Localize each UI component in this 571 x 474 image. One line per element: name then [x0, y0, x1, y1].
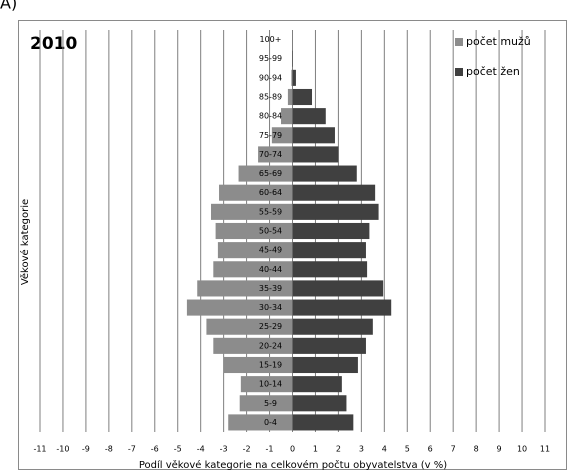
y-tick-label: 95-99	[259, 54, 282, 63]
legend-label: počet mužů	[466, 35, 531, 48]
bar	[292, 222, 370, 240]
x-axis-label: Podíl věkové kategorie na celkovém počtu…	[139, 459, 447, 471]
x-tick-label: 10	[517, 445, 527, 454]
y-tick-label: 0-4	[264, 418, 277, 427]
x-tick-label: -1	[266, 445, 274, 454]
x-tick-label: -9	[82, 445, 90, 454]
bar	[292, 88, 313, 106]
bar	[292, 395, 347, 412]
x-tick-label: 9	[497, 445, 502, 454]
bar	[292, 127, 335, 144]
y-axis-label: Věkové kategorie	[19, 199, 31, 285]
bar	[238, 165, 293, 182]
bar	[219, 184, 293, 201]
chart-title: 2010	[30, 34, 77, 54]
y-tick-label: 70-74	[259, 150, 282, 159]
x-tick-label: -4	[197, 445, 205, 454]
bar	[292, 242, 366, 259]
bar	[292, 356, 358, 374]
legend-swatch	[455, 38, 463, 46]
y-tick-label: 55-59	[259, 207, 282, 216]
x-tick-label: 1	[313, 445, 318, 454]
x-tick-label: 0	[290, 445, 295, 454]
bar	[292, 69, 296, 86]
bar	[186, 299, 293, 316]
bar	[211, 203, 293, 220]
y-tick-label: 10-14	[259, 380, 282, 389]
bar	[292, 280, 384, 297]
legend-label: počet žen	[466, 65, 520, 78]
bar	[292, 184, 376, 201]
bar	[287, 88, 293, 106]
bar	[292, 318, 373, 335]
bar	[213, 337, 293, 354]
bar	[292, 414, 354, 431]
y-tick-label: 100+	[260, 35, 282, 44]
x-tick-label: -5	[174, 445, 182, 454]
bar	[228, 414, 293, 431]
y-tick-label: 80-84	[259, 112, 282, 121]
y-tick-label: 20-24	[259, 341, 282, 350]
bar	[213, 261, 293, 278]
x-tick-label: -10	[56, 445, 69, 454]
x-tick-label: -6	[151, 445, 159, 454]
bar	[240, 376, 293, 393]
y-tick-label: 90-94	[259, 73, 282, 82]
bar	[292, 203, 379, 220]
y-tick-label: 45-49	[259, 246, 282, 255]
x-tick-label: 5	[405, 445, 410, 454]
bar	[215, 222, 293, 240]
y-tick-label: 75-79	[259, 131, 282, 140]
y-tick-label: 60-64	[259, 188, 282, 197]
x-tick-label: -2	[243, 445, 251, 454]
y-tick-label: 30-34	[259, 303, 282, 312]
bar	[281, 108, 293, 125]
bar	[206, 318, 293, 335]
bar	[197, 280, 293, 297]
y-tick-label: 50-54	[259, 227, 282, 236]
bar	[292, 165, 357, 182]
legend-swatch	[455, 68, 463, 76]
bar	[292, 337, 366, 354]
y-tick-label: 85-89	[259, 93, 282, 102]
bar	[292, 108, 326, 125]
bar	[223, 356, 293, 374]
x-tick-label: 3	[359, 445, 364, 454]
x-tick-label: 6	[428, 445, 433, 454]
x-tick-label: 4	[382, 445, 387, 454]
x-tick-label: 11	[540, 445, 550, 454]
x-tick-label: -8	[105, 445, 113, 454]
x-tick-label: -3	[220, 445, 228, 454]
x-tick-label: 7	[451, 445, 456, 454]
x-tick-label: 2	[336, 445, 341, 454]
bar	[292, 261, 368, 278]
y-tick-label: 5-9	[264, 399, 277, 408]
bar	[292, 146, 339, 163]
y-tick-label: 35-39	[259, 284, 282, 293]
bar	[239, 395, 293, 412]
bar	[271, 127, 293, 144]
x-tick-label: -11	[33, 445, 46, 454]
bar	[292, 299, 392, 316]
bar	[292, 376, 342, 393]
y-tick-label: 40-44	[259, 265, 282, 274]
x-tick-label: 8	[474, 445, 479, 454]
y-tick-label: 65-69	[259, 169, 282, 178]
y-tick-label: 15-19	[259, 361, 282, 370]
bar	[217, 242, 293, 259]
panel-label: A)	[0, 0, 17, 13]
y-tick-label: 25-29	[259, 322, 282, 331]
bar	[291, 69, 293, 86]
x-tick-label: -7	[128, 445, 136, 454]
bar	[258, 146, 293, 163]
chart-frame	[18, 20, 567, 470]
